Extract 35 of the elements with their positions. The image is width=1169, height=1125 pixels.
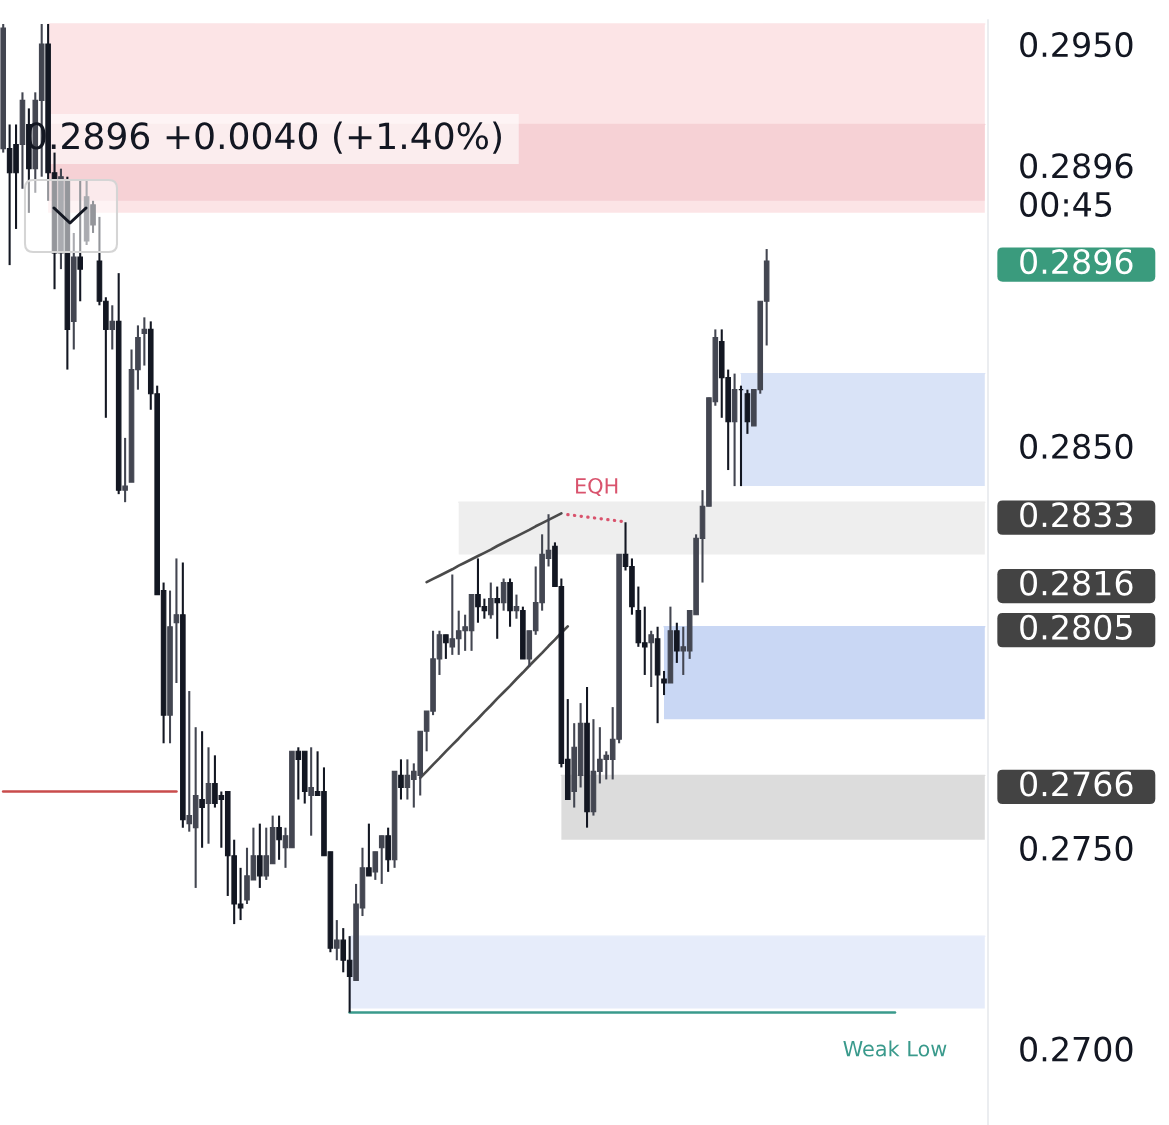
y-tick-label: 0.2950 <box>1020 32 1133 58</box>
candlestick <box>122 436 128 504</box>
candlestick <box>109 304 116 351</box>
candlestick <box>257 822 263 889</box>
candlestick <box>398 758 404 801</box>
candlestick <box>308 746 314 837</box>
candlestick <box>372 850 379 881</box>
candlestick <box>276 814 282 861</box>
y-tick-label: 0.2816 <box>1020 570 1133 596</box>
candlestick <box>90 199 96 234</box>
y-tick-label: 0.2700 <box>1020 1036 1133 1062</box>
y-tick-label: 0.2766 <box>1020 771 1133 797</box>
candlestick <box>494 585 501 640</box>
series-label: EQH <box>576 477 618 497</box>
series-label: Weak Low <box>843 1040 947 1057</box>
candlestick <box>378 834 385 885</box>
candlestick <box>199 730 205 849</box>
candlestick <box>487 581 494 620</box>
candlestick <box>334 919 340 962</box>
candlestick <box>674 621 680 664</box>
line-series <box>425 512 563 584</box>
candlestick <box>661 669 667 697</box>
candlestick <box>648 629 654 689</box>
y-tick-label: 0.2850 <box>1020 433 1133 460</box>
candlestick <box>366 822 372 877</box>
y-tick-label: 0.2750 <box>1020 835 1133 861</box>
candlestick <box>500 577 507 612</box>
candlestick <box>141 316 148 367</box>
candlestick <box>173 557 180 685</box>
text: 0.2896 00:45 <box>1020 153 1133 217</box>
candlestick <box>513 593 520 620</box>
y-tick-label: 0.2896 <box>1020 249 1133 275</box>
y-tick-label: 0.2833 <box>1020 502 1132 528</box>
candlestick <box>443 633 449 660</box>
y-tick-label: 0.2805 <box>1020 614 1132 640</box>
